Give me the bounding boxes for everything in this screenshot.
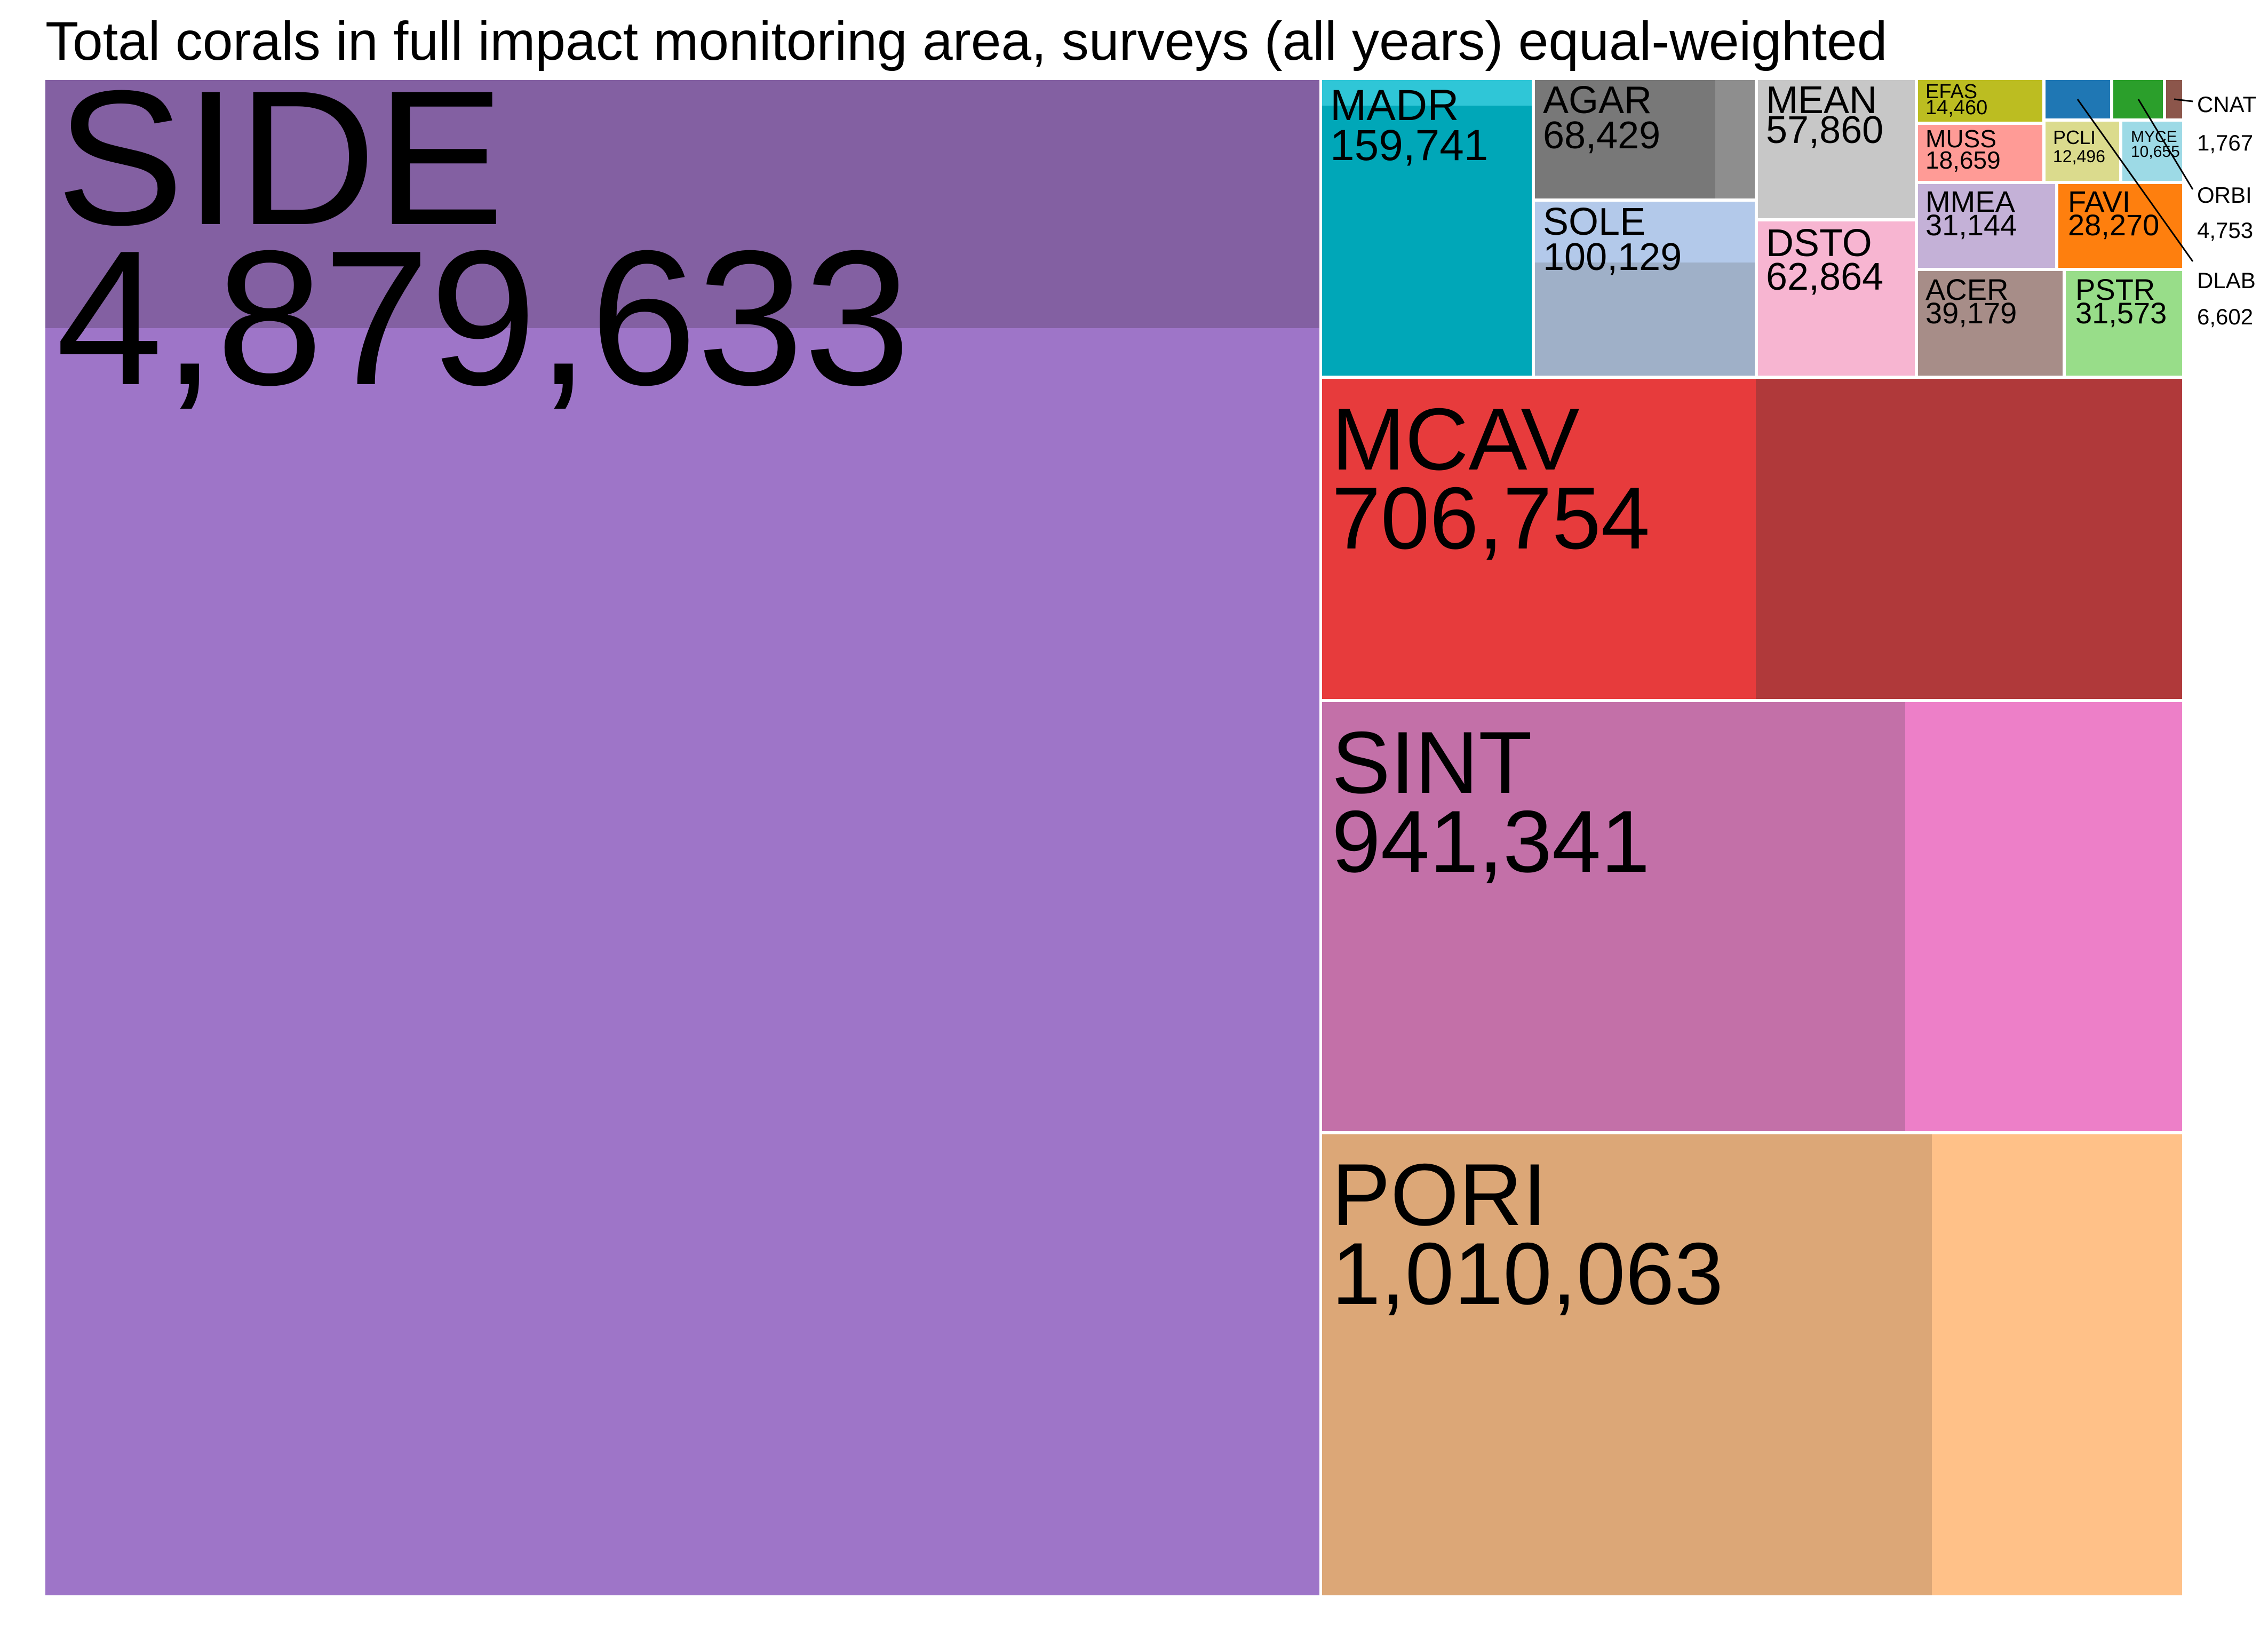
callout-label-value-cnat: 1,767 (2197, 130, 2253, 155)
tile-acer (1918, 271, 2063, 376)
treemap-tiles (45, 80, 2182, 1595)
tile-label-code-mean: MEAN (1766, 79, 1877, 122)
tile-mean (1758, 80, 1915, 218)
tile-label-value-myce: 10,655 (2131, 143, 2180, 161)
tile-label-code-myce: MYCE (2131, 128, 2177, 146)
callout-line-dlab (2076, 99, 2194, 262)
callout-line-cnat (2174, 98, 2193, 102)
tile-side (45, 80, 1319, 1595)
tile-label-code-acer: ACER (1925, 273, 2009, 306)
tile-dsto (1758, 221, 1915, 376)
tile-label-value-muss: 18,659 (1925, 146, 2001, 174)
tile-label-value-pcli: 12,496 (2053, 147, 2105, 166)
tile-label-value-mmea: 31,144 (1925, 208, 2017, 242)
tile-label-code-pcli: PCLI (2053, 126, 2096, 148)
tile-label-code-favi: FAVI (2068, 185, 2130, 218)
tile-label-code-dsto: DSTO (1766, 222, 1872, 265)
tile-label-value-dsto: 62,864 (1766, 256, 1883, 298)
tile-label-value-pori: 1,010,063 (1332, 1224, 1723, 1323)
tile-label-value-acer: 39,179 (1925, 296, 2017, 330)
tile-madr-part (1322, 80, 1532, 106)
tile-myce (2122, 122, 2182, 181)
tile-efas (1918, 80, 2042, 122)
chart-title: Total corals in full impact monitoring a… (45, 11, 1888, 71)
tile-mcav-part (1756, 379, 2182, 699)
tile-label-code-madr: MADR (1330, 81, 1459, 130)
tile-label-code-pori: PORI (1332, 1146, 1547, 1244)
callout-label-code-dlab: DLAB (2197, 268, 2256, 293)
tile-muss (1918, 125, 2042, 181)
tile-side-part (45, 80, 1319, 328)
callout-label-code-cnat: CNAT (2197, 92, 2256, 117)
tile-agar-part (1715, 80, 1755, 198)
callout-label-value-dlab: 6,602 (2197, 304, 2253, 329)
tile-label-code-muss: MUSS (1925, 125, 1996, 153)
tile-pcli (2046, 122, 2119, 181)
tile-label-code-efas: EFAS (1925, 81, 1977, 103)
tile-label-code-agar: AGAR (1543, 79, 1652, 122)
tile-sint-part (1905, 702, 2182, 1131)
tile-label-value-mean: 57,860 (1766, 109, 1883, 152)
tile-label-value-madr: 159,741 (1330, 121, 1488, 170)
tile-label-value-sint: 941,341 (1332, 792, 1650, 890)
callout-label-code-orbi: ORBI (2197, 182, 2252, 208)
tile-madr (1322, 80, 1532, 376)
callout-line-orbi (2137, 99, 2194, 190)
tile-label-value-pstr: 31,573 (2075, 296, 2167, 330)
tile-label-value-side: 4,879,633 (56, 211, 911, 425)
tile-label-value-agar: 68,429 (1543, 114, 1660, 157)
tile-label-code-sole: SOLE (1543, 201, 1645, 243)
tile-label-value-sole: 100,129 (1543, 236, 1682, 279)
tile-pstr (2066, 271, 2182, 376)
tile-label-code-side: SIDE (56, 51, 504, 265)
tile-label-code-pstr: PSTR (2075, 273, 2155, 306)
tile-pori-part (1932, 1134, 2182, 1595)
tile-favi (2058, 184, 2182, 268)
tile-label-code-sint: SINT (1332, 713, 1532, 812)
tile-label-value-mcav: 706,754 (1332, 469, 1650, 567)
callout-label-value-orbi: 4,753 (2197, 218, 2253, 243)
tile-label-code-mmea: MMEA (1925, 185, 2016, 218)
tile-sole-part (1535, 202, 1755, 263)
tile-mmea (1918, 184, 2055, 268)
tile-label-code-mcav: MCAV (1332, 390, 1579, 488)
tile-orbi (2113, 80, 2163, 118)
tile-label-value-favi: 28,270 (2068, 208, 2159, 242)
tile-label-value-efas: 14,460 (1925, 97, 1987, 119)
